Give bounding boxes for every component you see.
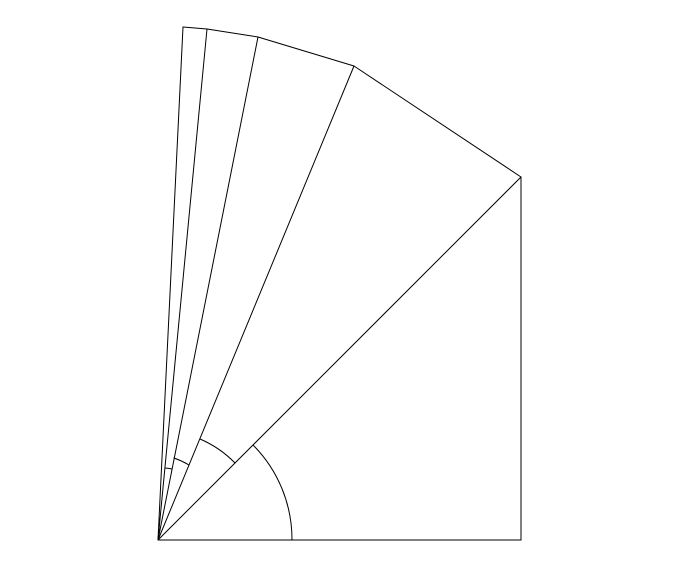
- outer-edge-2: [257, 36, 355, 67]
- radial-segment-1: [157, 176, 522, 541]
- radial-segment-2: [157, 65, 355, 541]
- angle-arcs: [164, 438, 293, 541]
- angle-arc-2: [199, 438, 236, 464]
- angle-arc-3: [173, 457, 190, 466]
- radial-segment-5: [157, 26, 184, 541]
- outer-edge-4: [182, 26, 208, 30]
- outer-edge-1: [353, 65, 522, 178]
- radial-segments: [157, 26, 522, 541]
- angle-arc-1: [252, 444, 293, 541]
- outer-edge-3: [206, 28, 259, 38]
- outer-boundary: [157, 26, 522, 541]
- radial-segment-4: [157, 28, 208, 541]
- angle-arc-4: [164, 467, 173, 470]
- radial-segment-3: [157, 36, 259, 541]
